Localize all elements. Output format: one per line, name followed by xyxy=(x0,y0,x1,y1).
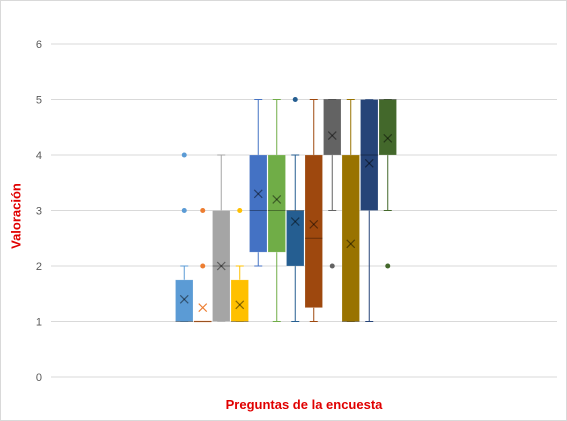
mean-marker xyxy=(253,189,263,199)
outlier-point xyxy=(200,208,206,213)
mean-marker xyxy=(309,219,319,229)
outlier-point xyxy=(237,208,243,213)
outlier-point xyxy=(292,97,298,102)
mean-marker xyxy=(179,294,189,304)
y-tick-label: 1 xyxy=(36,317,42,329)
mean-marker xyxy=(364,158,374,168)
mean-marker xyxy=(272,194,282,204)
mean-marker xyxy=(290,217,300,227)
box xyxy=(323,99,342,156)
y-axis-title: Valoración xyxy=(5,151,27,281)
mean-marker xyxy=(383,133,393,143)
mean-marker xyxy=(290,217,300,227)
mean-marker xyxy=(383,133,393,143)
y-axis-title-text: Valoración xyxy=(8,183,24,249)
box xyxy=(286,210,305,267)
box xyxy=(304,154,323,308)
box xyxy=(249,154,268,253)
mean-marker xyxy=(327,131,337,140)
mean-marker xyxy=(346,239,356,249)
mean-marker xyxy=(272,194,282,204)
box xyxy=(378,99,397,156)
mean-marker xyxy=(364,158,374,168)
mean-marker xyxy=(235,300,245,310)
mean-marker xyxy=(216,261,226,271)
mean-marker xyxy=(327,131,337,140)
outlier-point xyxy=(200,263,206,269)
outlier-point xyxy=(181,208,187,213)
mean-marker xyxy=(309,219,319,229)
box xyxy=(267,154,286,253)
mean-marker xyxy=(179,294,189,304)
mean-marker xyxy=(253,189,263,199)
y-tick-label: 4 xyxy=(36,150,42,162)
y-tick-label: 6 xyxy=(36,39,42,51)
outlier-point xyxy=(329,263,335,269)
box xyxy=(341,154,360,322)
outlier-point xyxy=(181,152,187,158)
box xyxy=(360,99,379,211)
mean-marker xyxy=(346,239,356,249)
outlier-point xyxy=(385,263,391,269)
box xyxy=(230,279,249,322)
y-tick-label: 5 xyxy=(36,95,42,107)
x-axis-title: Preguntas de la encuesta xyxy=(225,397,383,412)
mean-marker xyxy=(216,261,226,271)
mean-marker xyxy=(198,303,208,313)
y-tick-label: 2 xyxy=(36,261,42,273)
box xyxy=(212,210,231,322)
y-tick-label: 3 xyxy=(36,206,42,218)
box xyxy=(175,279,194,322)
mean-marker xyxy=(235,300,245,310)
y-tick-label: 0 xyxy=(36,372,42,384)
